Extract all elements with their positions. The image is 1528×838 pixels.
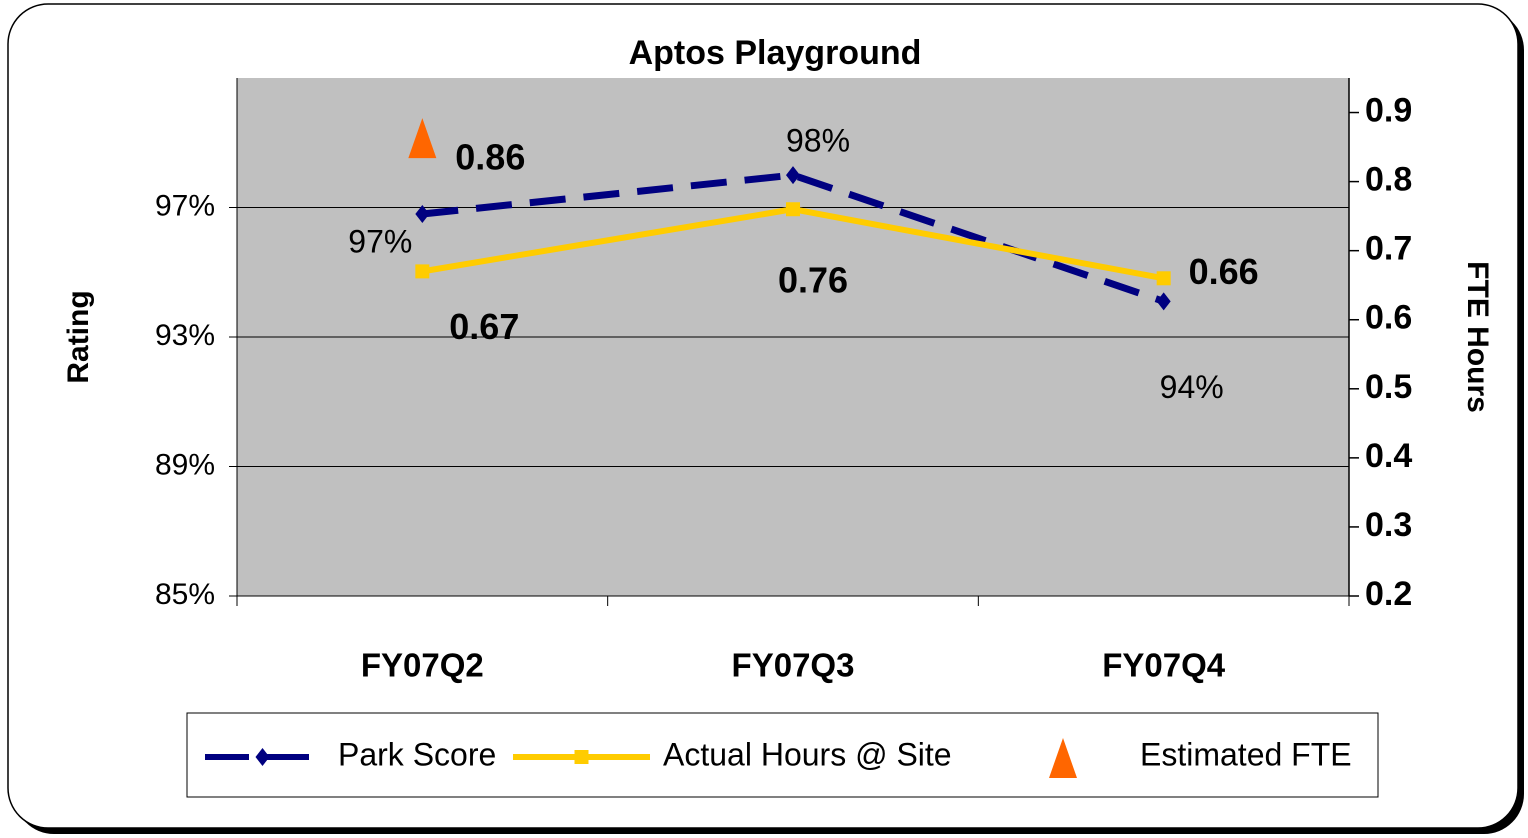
y2-tick-label: 0.5 [1365,368,1412,406]
legend-marker [255,748,270,766]
x-tick-label: FY07Q2 [361,647,484,684]
y-tick-label: 89% [155,448,215,481]
legend-label: Estimated FTE [1140,736,1352,772]
y-tick-label: 85% [155,578,215,611]
data-label: 97% [348,223,412,259]
point [415,204,430,223]
y2-tick-label: 0.7 [1365,230,1412,268]
y2-tick-label: 0.6 [1365,299,1412,337]
y2-tick-label: 0.8 [1365,161,1412,199]
data-label: 0.67 [449,306,519,347]
legend-marker [574,750,589,764]
y2-tick-label: 0.2 [1365,575,1412,613]
data-label: 0.66 [1189,251,1259,292]
point [786,166,800,185]
y-tick-label: 97% [155,189,215,222]
chart-title: Aptos Playground [629,34,922,72]
y2-tick-label: 0.4 [1365,437,1412,475]
y-tick-label: 93% [155,319,215,352]
y2-tick-label: 0.3 [1365,506,1412,544]
x-tick-label: FY07Q4 [1102,647,1226,684]
point [415,264,430,279]
data-label: 94% [1160,369,1224,405]
point [786,202,800,217]
point [1156,271,1171,286]
y2-axis-label: FTE Hours [1461,261,1494,413]
point [408,118,437,159]
y2-tick-label: 0.9 [1365,92,1412,130]
y-axis-label: Rating [62,290,95,383]
point [1156,292,1171,311]
legend-label: Park Score [338,736,496,772]
x-tick-label: FY07Q3 [732,647,855,684]
data-label: 98% [786,123,850,159]
legend [186,712,1379,798]
legend-label: Actual Hours @ Site [663,736,952,772]
data-label: 0.86 [455,137,525,178]
series-line [421,171,1165,305]
legend-marker [1049,738,1077,778]
data-label: 0.76 [778,260,848,301]
